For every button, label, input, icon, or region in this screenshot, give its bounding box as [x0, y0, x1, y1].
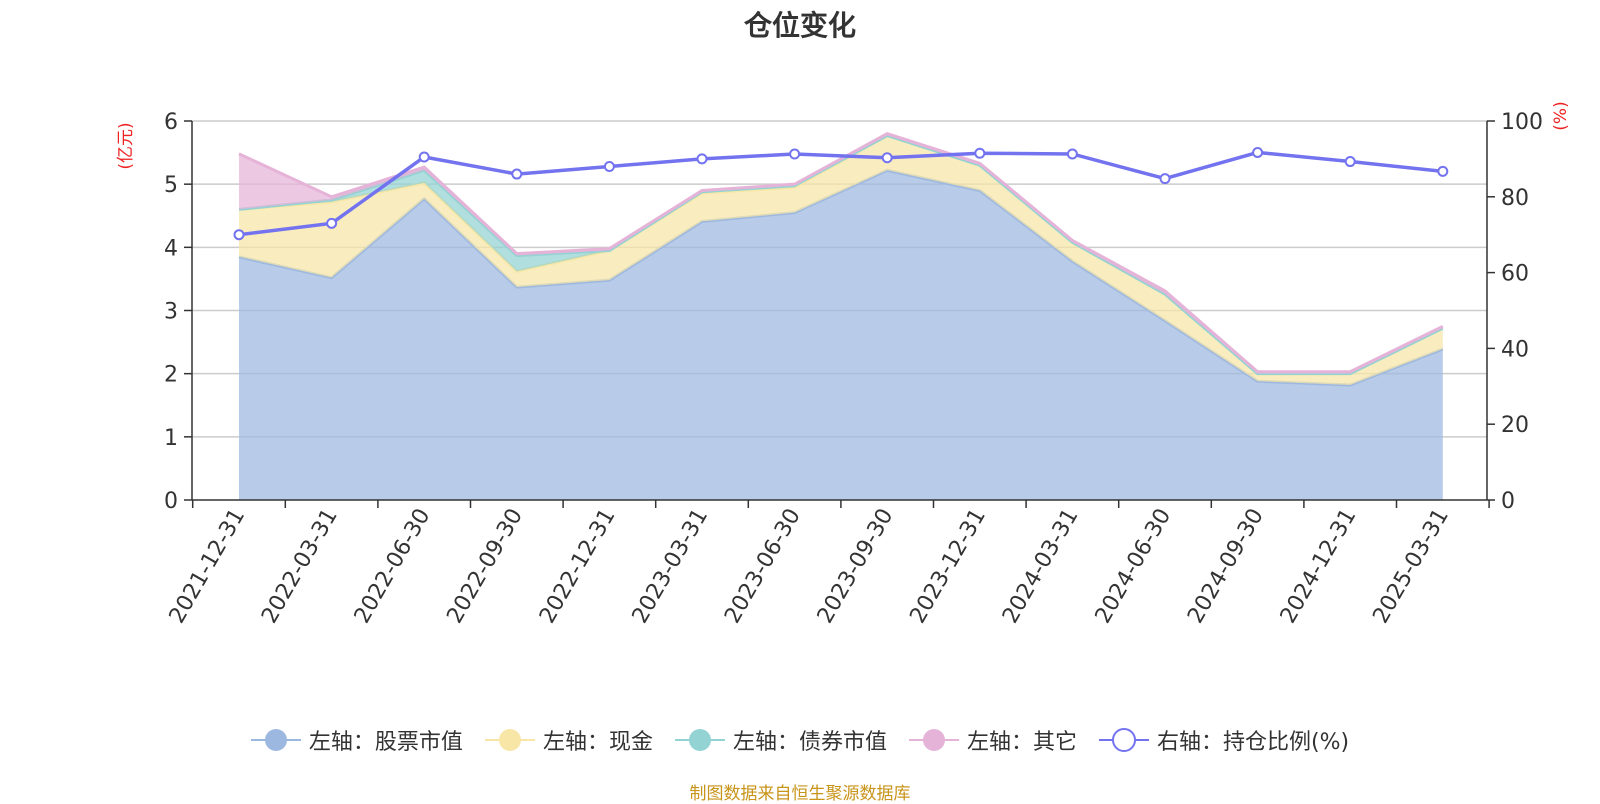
- x-axis-tick-label: 2024-09-30: [1183, 505, 1269, 628]
- x-axis-tick-label: 2024-06-30: [1091, 505, 1177, 628]
- x-axis-tick-label: 2021-12-31: [165, 505, 251, 628]
- area-左轴：股票市值: [239, 170, 1443, 500]
- legend-label: 左轴：股票市值: [308, 730, 463, 755]
- source-note: 制图数据来自恒生聚源数据库: [689, 784, 911, 804]
- ratio-line: [233, 146, 1449, 241]
- legend-swatch-icon: [908, 729, 959, 751]
- x-axis-tick-label: 2023-03-31: [628, 505, 714, 628]
- right-axis-tick-label: 20: [1501, 413, 1529, 438]
- legend-item[interactable]: 左轴：债券市值: [674, 724, 887, 756]
- right-axis-tick-label: 80: [1501, 186, 1529, 211]
- legend-swatch-icon: [1098, 728, 1149, 752]
- right-axis-unit: (%): [1551, 101, 1571, 130]
- left-axis-tick-label: 0: [164, 489, 178, 514]
- holding-ratio-point: [326, 217, 338, 229]
- right-axis-tick-label: 0: [1501, 489, 1515, 514]
- x-axis-tick-label: 2024-03-31: [998, 505, 1084, 628]
- area-左轴：现金: [239, 135, 1443, 386]
- legend-item[interactable]: 左轴：股票市值: [250, 724, 463, 756]
- holding-ratio-point: [1252, 146, 1264, 158]
- area-edge-左轴：股票市值: [238, 168, 1444, 387]
- stacked-areas: [238, 132, 1444, 500]
- holding-ratio-point: [233, 229, 245, 241]
- left-axis-tick-label: 4: [164, 236, 178, 261]
- holding-ratio-point: [1344, 156, 1356, 168]
- holding-ratio-point: [1437, 165, 1449, 177]
- holding-ratio-line: [238, 150, 1443, 237]
- legend-swatch-icon: [484, 729, 535, 751]
- area-edge-左轴：其它: [238, 132, 1444, 374]
- right-axis-tick-label: 40: [1501, 337, 1529, 362]
- legend-label: 左轴：其它: [966, 730, 1077, 755]
- x-axis-tick-label: 2022-03-31: [257, 505, 343, 628]
- chart-legend: 左轴：股票市值 左轴：现金 左轴：债券市值 左轴：其它 右轴：持仓比例(%): [0, 720, 1600, 760]
- holding-ratio-point: [511, 168, 523, 180]
- legend-item[interactable]: 左轴：现金: [484, 724, 653, 756]
- right-axis-tick-label: 60: [1501, 262, 1529, 287]
- chart-title: 仓位变化: [743, 9, 856, 42]
- holding-ratio-point: [1159, 173, 1171, 185]
- legend-swatch-icon: [250, 729, 301, 751]
- left-axis-tick-label: 1: [164, 426, 178, 451]
- x-axis-tick-label: 2023-06-30: [720, 505, 806, 628]
- left-axis-tick-label: 2: [164, 363, 178, 388]
- x-axis-tick-label: 2023-12-31: [905, 505, 991, 628]
- legend-swatch-icon: [674, 729, 725, 751]
- x-axis-tick-label: 2023-09-30: [813, 505, 899, 628]
- left-axis-tick-label: 6: [164, 110, 178, 135]
- holding-ratio-point: [974, 147, 986, 159]
- left-axis-tick-label: 5: [164, 173, 178, 198]
- holding-ratio-point: [789, 148, 801, 160]
- x-axis-tick-label: 2025-03-31: [1368, 505, 1454, 628]
- legend-label: 右轴：持仓比例(%): [1156, 730, 1350, 755]
- legend-label: 左轴：现金: [542, 730, 653, 755]
- x-axis-tick-label: 2022-12-31: [535, 505, 621, 628]
- x-axis-tick-label: 2022-06-30: [350, 505, 436, 628]
- x-axis-tick-label: 2024-12-31: [1276, 505, 1362, 628]
- x-axis-tick-label: 2022-09-30: [442, 505, 528, 628]
- right-axis-tick-label: 100: [1501, 110, 1543, 135]
- legend-item[interactable]: 左轴：其它: [908, 724, 1077, 756]
- holding-ratio-point: [1066, 148, 1078, 160]
- legend-item[interactable]: 右轴：持仓比例(%): [1098, 724, 1350, 756]
- holding-ratio-point: [603, 160, 615, 172]
- holding-ratio-point: [881, 152, 893, 164]
- holding-ratio-point: [696, 153, 708, 165]
- holding-ratio-point: [418, 151, 430, 163]
- left-axis-tick-label: 3: [164, 300, 178, 325]
- left-axis-unit: (亿元): [116, 122, 136, 169]
- legend-label: 左轴：债券市值: [732, 730, 887, 755]
